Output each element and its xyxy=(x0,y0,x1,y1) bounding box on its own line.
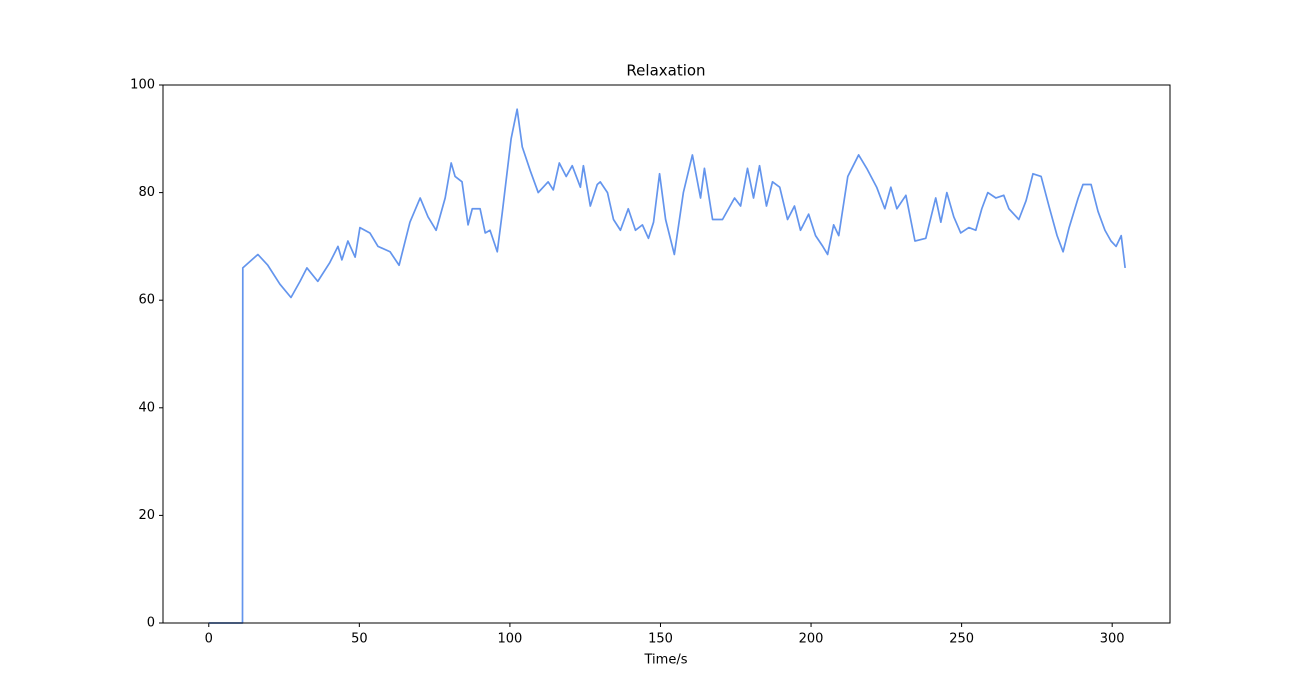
x-tick-label: 200 xyxy=(799,632,824,647)
x-tick-label: 300 xyxy=(1100,632,1125,647)
chart-title: Relaxation xyxy=(626,62,705,80)
y-tick-label: 60 xyxy=(138,293,155,308)
y-tick-label: 40 xyxy=(138,400,155,415)
x-tick-label: 0 xyxy=(205,632,213,647)
y-tick-label: 0 xyxy=(147,616,155,631)
line xyxy=(208,108,1126,624)
y-tick-label: 100 xyxy=(130,78,155,93)
x-tick-label: 150 xyxy=(648,632,673,647)
y-tick-label: 80 xyxy=(138,185,155,200)
plot-frame xyxy=(162,84,1171,624)
x-tick-label: 250 xyxy=(949,632,974,647)
x-tick-label: 100 xyxy=(497,632,522,647)
x-axis-label: Time/s xyxy=(644,653,688,668)
x-tick-label: 50 xyxy=(351,632,368,647)
y-tick-label: 20 xyxy=(138,508,155,523)
